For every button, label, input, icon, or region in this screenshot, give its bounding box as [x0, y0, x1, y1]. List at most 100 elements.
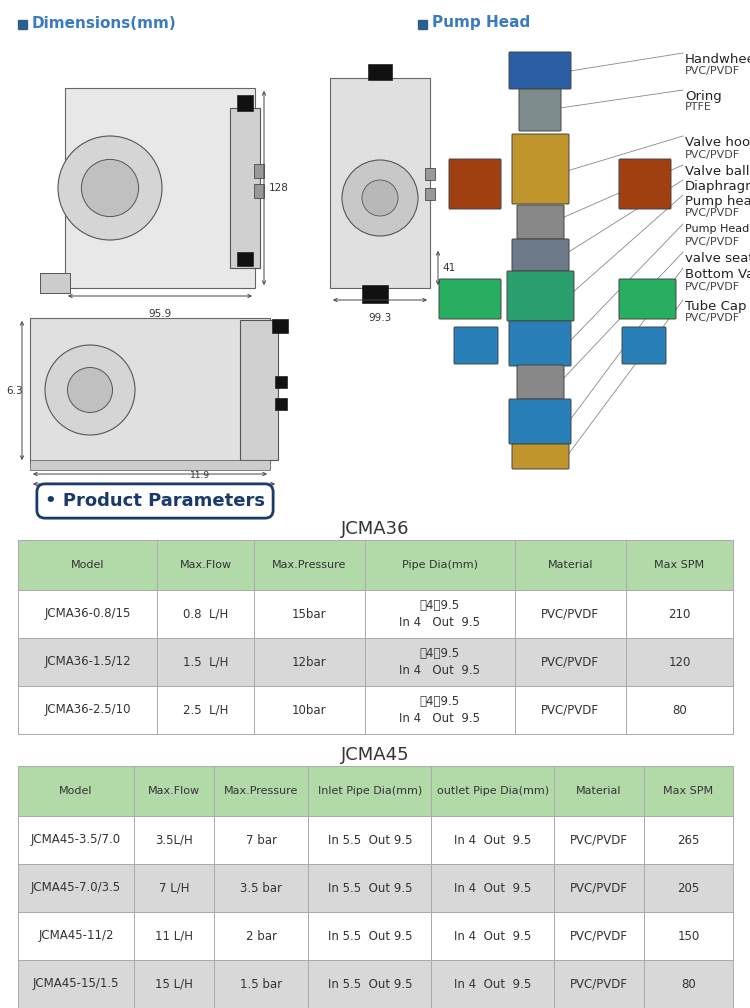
Bar [272, 319, 288, 333]
FancyBboxPatch shape [517, 205, 564, 239]
Text: PVC/PVDF: PVC/PVDF [685, 282, 740, 292]
Text: Max.Flow: Max.Flow [180, 560, 232, 570]
Bar [254, 164, 264, 178]
Bar [214, 960, 308, 1008]
Text: Model: Model [71, 560, 104, 570]
Bar [134, 960, 214, 1008]
Text: 円4外9.5
In 4   Out  9.5: 円4外9.5 In 4 Out 9.5 [399, 695, 480, 725]
Bar [254, 686, 364, 734]
Text: 2.5  L/H: 2.5 L/H [183, 704, 228, 717]
Text: 171.8: 171.8 [139, 497, 169, 507]
Text: 7 L/H: 7 L/H [158, 882, 189, 894]
Bar [214, 816, 308, 864]
Circle shape [342, 160, 418, 236]
Bar [18, 912, 134, 960]
FancyBboxPatch shape [330, 78, 430, 288]
Text: 95.9: 95.9 [138, 487, 162, 497]
Text: 205: 205 [677, 882, 700, 894]
Bar [254, 540, 364, 590]
FancyBboxPatch shape [507, 271, 574, 321]
Text: Max.Pressure: Max.Pressure [224, 786, 298, 796]
FancyBboxPatch shape [40, 273, 70, 293]
Bar [134, 816, 214, 864]
Bar [158, 638, 254, 686]
Text: JCMA36: JCMA36 [340, 520, 410, 538]
Text: 円4外9.5
In 4   Out  9.5: 円4外9.5 In 4 Out 9.5 [399, 599, 480, 629]
Text: JCMA45-7.0/3.5: JCMA45-7.0/3.5 [31, 882, 121, 894]
Text: PVC/PVDF: PVC/PVDF [542, 655, 599, 668]
FancyBboxPatch shape [65, 88, 255, 288]
Bar [554, 960, 644, 1008]
Text: PVC/PVDF: PVC/PVDF [685, 313, 740, 323]
FancyBboxPatch shape [512, 134, 569, 204]
FancyBboxPatch shape [449, 159, 501, 209]
Circle shape [362, 180, 398, 216]
Bar [431, 766, 554, 816]
Bar [254, 184, 264, 198]
Text: 10bar: 10bar [292, 704, 327, 717]
Bar [554, 816, 644, 864]
Text: PVC/PVDF: PVC/PVDF [685, 237, 740, 247]
Text: JCMA45-15/1.5: JCMA45-15/1.5 [33, 978, 119, 991]
Text: In 4  Out  9.5: In 4 Out 9.5 [454, 929, 532, 942]
Text: 3.5 bar: 3.5 bar [240, 882, 282, 894]
Bar [515, 638, 625, 686]
Bar [275, 398, 287, 410]
Text: 11.9: 11.9 [190, 471, 210, 480]
FancyBboxPatch shape [509, 52, 571, 89]
Bar [425, 168, 435, 180]
FancyBboxPatch shape [230, 108, 260, 268]
Text: JCMA45-3.5/7.0: JCMA45-3.5/7.0 [31, 834, 121, 847]
Bar [18, 766, 134, 816]
Bar [364, 686, 515, 734]
Text: 120: 120 [668, 655, 691, 668]
Text: 80: 80 [672, 704, 687, 717]
Text: PVC/PVDF: PVC/PVDF [570, 929, 628, 942]
Text: Inlet Pipe Dia(mm): Inlet Pipe Dia(mm) [318, 786, 422, 796]
Text: Diaphragm: Diaphragm [685, 180, 750, 193]
Bar [626, 638, 733, 686]
Circle shape [68, 368, 112, 412]
Bar [626, 540, 733, 590]
Bar [431, 912, 554, 960]
Text: Pump Head: Pump Head [432, 15, 530, 30]
Text: Material: Material [548, 560, 593, 570]
Text: 15 L/H: 15 L/H [155, 978, 193, 991]
Text: Pump head: Pump head [685, 195, 750, 208]
Bar [158, 590, 254, 638]
Text: PVC/PVDF: PVC/PVDF [542, 704, 599, 717]
Bar [18, 864, 134, 912]
Text: 95.9: 95.9 [148, 309, 172, 319]
Text: Max SPM: Max SPM [663, 786, 713, 796]
FancyBboxPatch shape [619, 279, 676, 319]
Bar [308, 766, 431, 816]
FancyBboxPatch shape [619, 159, 671, 209]
FancyBboxPatch shape [512, 444, 569, 469]
Bar [18, 590, 158, 638]
Bar [425, 188, 435, 200]
Bar [418, 20, 427, 29]
Bar [644, 816, 733, 864]
Bar [18, 686, 158, 734]
Bar [644, 766, 733, 816]
Bar [626, 686, 733, 734]
Bar [308, 960, 431, 1008]
Bar [134, 864, 214, 912]
Text: In 5.5  Out 9.5: In 5.5 Out 9.5 [328, 929, 412, 942]
FancyBboxPatch shape [509, 399, 571, 444]
Text: Max SPM: Max SPM [654, 560, 704, 570]
Text: Bottom Valve Body: Bottom Valve Body [685, 268, 750, 281]
Bar [254, 590, 364, 638]
FancyBboxPatch shape [519, 89, 561, 131]
Text: JCMA36-2.5/10: JCMA36-2.5/10 [44, 704, 131, 717]
Text: 11 L/H: 11 L/H [154, 929, 193, 942]
Text: 99.3: 99.3 [368, 313, 392, 323]
Text: PTFE: PTFE [685, 102, 712, 112]
Bar [18, 20, 27, 29]
Text: PVC/PVDF: PVC/PVDF [570, 978, 628, 991]
Text: In 5.5  Out 9.5: In 5.5 Out 9.5 [328, 882, 412, 894]
Text: 150: 150 [677, 929, 700, 942]
Bar [237, 252, 253, 266]
Text: 1.5  L/H: 1.5 L/H [183, 655, 228, 668]
Text: PVC/PVDF: PVC/PVDF [570, 834, 628, 847]
